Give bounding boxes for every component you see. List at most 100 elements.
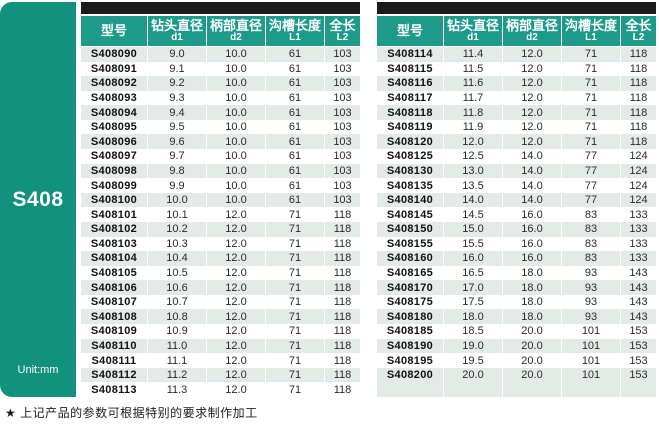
model-cell: S408160 [377, 251, 443, 266]
table-row: S408090 9.0 10.0 61 103 [81, 47, 360, 62]
value-cell: 103 [325, 178, 360, 193]
table-row: S408096 9.6 10.0 61 103 [81, 134, 360, 150]
value-cell: 101 [562, 367, 620, 383]
value-cell: 71 [562, 134, 620, 150]
value-cell: 71 [266, 367, 324, 383]
value-cell: 71 [266, 251, 324, 266]
value-cell: 71 [562, 105, 620, 120]
value-cell: 71 [266, 221, 324, 237]
model-cell: S408117 [377, 90, 443, 106]
value-cell: 9.3 [148, 90, 206, 106]
value-cell: 124 [621, 178, 656, 193]
table-row: S408105 10.5 12.0 71 118 [81, 265, 360, 281]
table-body: S408114 11.4 12.0 71 118 S408115 11.5 12.0 71 118… [377, 47, 656, 397]
table-row: S408170 17.0 18.0 93 143 [377, 280, 656, 295]
model-cell: S408090 [81, 47, 147, 62]
value-cell: 77 [562, 149, 620, 164]
value-cell: 9.6 [148, 134, 206, 150]
value-cell: 61 [266, 105, 324, 120]
value-cell: 93 [562, 265, 620, 281]
value-cell: 71 [266, 294, 324, 310]
value-cell: 118 [325, 221, 360, 237]
value-cell: 83 [562, 251, 620, 266]
table-row: S408160 16.0 16.0 83 133 [377, 251, 656, 266]
value-cell: 71 [562, 47, 620, 62]
value-cell: 12.0 [207, 207, 265, 222]
value-cell: 10.1 [148, 207, 206, 222]
value-cell: 12.0 [207, 251, 265, 266]
model-cell: S408170 [377, 280, 443, 295]
table-row: S408112 11.2 12.0 71 118 [81, 367, 360, 383]
value-cell: 12.0 [503, 134, 561, 150]
value-cell: 19.0 [444, 338, 502, 354]
table-row: S408107 10.7 12.0 71 118 [81, 294, 360, 310]
table-row: S408100 10.0 10.0 61 103 [81, 192, 360, 208]
table-row: S408135 13.5 14.0 77 124 [377, 178, 656, 193]
value-cell: 16.0 [503, 221, 561, 237]
value-cell: 15.5 [444, 236, 502, 252]
value-cell: 12.0 [207, 324, 265, 339]
column-header-sub: d1 [467, 31, 479, 43]
model-cell: S408102 [81, 221, 147, 237]
value-cell: 124 [621, 149, 656, 164]
model-cell: S408096 [81, 134, 147, 150]
value-cell: 103 [325, 119, 360, 135]
table-row: S408175 17.5 18.0 93 143 [377, 294, 656, 310]
model-cell: S408098 [81, 163, 147, 179]
column-header: 全长 L2 [325, 16, 360, 46]
table-row: S408091 9.1 10.0 61 103 [81, 61, 360, 77]
column-header-sub: L1 [289, 31, 301, 43]
value-cell: 12.0 [207, 265, 265, 281]
model-cell: S408109 [81, 324, 147, 339]
table-row: S408190 19.0 20.0 101 153 [377, 338, 656, 354]
value-cell: 103 [325, 149, 360, 164]
value-cell: 11.6 [444, 76, 502, 91]
value-cell: 143 [621, 294, 656, 310]
table-row: S408108 10.8 12.0 71 118 [81, 309, 360, 325]
model-cell: S408101 [81, 207, 147, 222]
value-cell: 118 [621, 90, 656, 106]
value-cell: 61 [266, 61, 324, 77]
value-cell: 133 [621, 221, 656, 237]
table-row: S408130 13.0 14.0 77 124 [377, 163, 656, 179]
value-cell: 10.0 [207, 76, 265, 91]
model-cell: S408093 [81, 90, 147, 106]
column-header-sub: d2 [526, 31, 538, 43]
value-cell: 77 [562, 192, 620, 208]
value-cell: 18.0 [503, 294, 561, 310]
value-cell: 11.1 [148, 353, 206, 368]
value-cell: 18.0 [503, 280, 561, 295]
table-row: S408116 11.6 12.0 71 118 [377, 76, 656, 91]
column-header-label: 钻头直径 [446, 17, 499, 33]
value-cell: 11.3 [148, 382, 206, 397]
model-cell: S408116 [377, 76, 443, 91]
table-row: S408110 11.0 12.0 71 118 [81, 338, 360, 354]
value-cell: 12.0 [207, 280, 265, 295]
table-row: S408095 9.5 10.0 61 103 [81, 119, 360, 135]
column-header: 沟槽长度 L1 [562, 16, 620, 46]
value-cell: 71 [266, 207, 324, 222]
value-cell: 11.0 [148, 338, 206, 354]
value-cell: 10.0 [207, 149, 265, 164]
value-cell: 61 [266, 192, 324, 208]
value-cell: 18.0 [503, 265, 561, 281]
value-cell: 71 [562, 90, 620, 106]
value-cell: 12.0 [503, 90, 561, 106]
model-cell: S408091 [81, 61, 147, 77]
value-cell: 14.0 [503, 178, 561, 193]
value-cell: 103 [325, 105, 360, 120]
value-cell: 103 [325, 47, 360, 62]
model-cell: S408114 [377, 47, 443, 62]
value-cell: 9.2 [148, 76, 206, 91]
table-row: S408115 11.5 12.0 71 118 [377, 61, 656, 77]
column-header: 钻头直径 d1 [148, 16, 206, 46]
column-header: 柄部直径 d2 [503, 16, 561, 46]
value-cell: 20.0 [503, 353, 561, 368]
value-cell: 10.8 [148, 309, 206, 325]
value-cell: 118 [325, 265, 360, 281]
table-row: S408111 11.1 12.0 71 118 [81, 353, 360, 368]
value-cell: 20.0 [444, 367, 502, 383]
value-cell: 103 [325, 192, 360, 208]
value-cell: 10.0 [148, 192, 206, 208]
model-cell: S408112 [81, 367, 147, 383]
